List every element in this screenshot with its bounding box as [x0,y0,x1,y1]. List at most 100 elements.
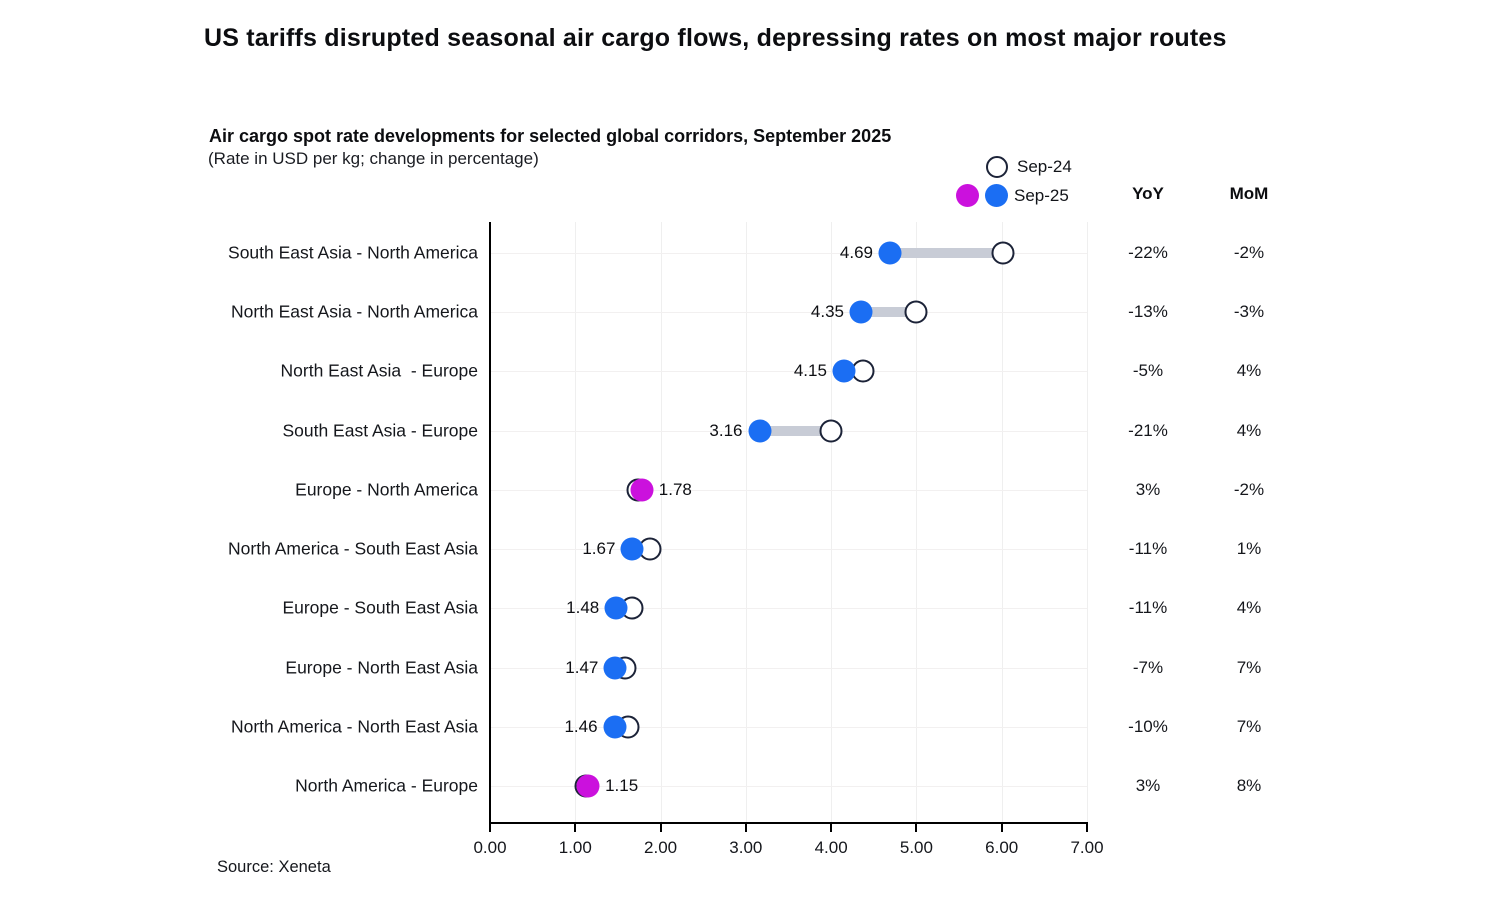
x-tick-label: 1.00 [558,838,592,857]
rate-value-label: 4.69 [839,243,873,262]
x-tick-label: 7.00 [1070,838,1104,857]
x-axis-tick [830,824,833,832]
yoy-value: -7% [1132,657,1164,677]
row-label: South East Asia - Europe [282,420,478,441]
row-gridline [490,489,1087,491]
row-label: Europe - North East Asia [285,657,478,678]
chart-subtitle: Air cargo spot rate developments for sel… [209,126,892,146]
rate-value-label: 1.15 [605,775,639,795]
dumbbell-connector [889,248,1003,258]
sep25-dot [878,241,902,265]
mom-value: 7% [1236,716,1262,736]
x-tick-label: 0.00 [473,838,507,857]
sep25-dot [576,774,600,798]
sep25-dot [620,537,644,561]
x-gridline [1001,222,1003,822]
sep24-dot [991,241,1015,265]
x-axis-tick [489,824,491,832]
yoy-value: 3% [1135,479,1161,499]
x-tick-label: 5.00 [899,838,933,857]
legend-sep25-label: Sep-25 [1014,185,1069,205]
sep25-blue-dot-icon [985,184,1008,207]
column-header-mom: MoM [1229,184,1269,203]
sep25-dot [748,419,771,443]
row-label: North America - North East Asia [230,716,478,737]
yoy-value: -13% [1128,302,1168,322]
rate-value-label: 1.47 [565,657,599,677]
sep25-magenta-dot-icon [956,184,979,207]
rate-value-label: 1.48 [566,598,600,618]
x-gridline [1087,222,1088,822]
row-label: North East Asia - Europe [280,360,478,381]
yoy-value: -11% [1128,598,1168,618]
sep25-dot [630,478,654,502]
yoy-value: -22% [1128,243,1168,262]
yoy-value: -21% [1128,420,1168,440]
source-note: Source: Xeneta [217,858,331,876]
sep25-dot [849,300,873,324]
row-gridline [490,371,1087,373]
yoy-value: 3% [1135,775,1161,795]
x-axis-tick [1086,824,1088,832]
yoy-value: -11% [1128,539,1168,559]
x-axis-tick [659,824,662,832]
mom-value: 4% [1236,420,1262,440]
x-gridline [831,222,833,822]
sep24-dot [819,419,843,443]
x-gridline [745,222,747,822]
legend-item-sep25: Sep-25 [956,184,1069,207]
rate-value-label: 4.15 [793,361,827,381]
x-tick-label: 2.00 [644,838,678,857]
x-axis-line [489,822,1088,824]
row-label: North America - Europe [295,775,478,796]
dumbbell-connector [860,307,917,318]
rate-value-label: 1.78 [658,479,692,499]
x-axis-tick [915,824,918,832]
row-gridline [490,667,1087,669]
sep25-dot [604,596,628,620]
y-axis-line [489,222,491,824]
row-label: Europe - North America [295,479,478,500]
mom-value: 8% [1236,775,1262,795]
x-gridline [660,222,662,822]
yoy-value: -10% [1128,716,1168,736]
chart-subtitle-note: (Rate in USD per kg; change in percentag… [208,149,539,168]
row-gridline [490,785,1087,787]
x-axis-tick [1000,824,1003,832]
rate-value-label: 3.16 [709,420,743,440]
x-tick-label: 4.00 [814,838,848,857]
sep25-dot [603,715,627,739]
mom-value: 1% [1236,539,1262,559]
rate-value-label: 1.67 [582,539,616,559]
row-gridline [490,312,1087,314]
legend-sep24-label: Sep-24 [1017,157,1072,176]
mom-value: 4% [1236,361,1262,381]
x-axis-tick [744,824,747,832]
x-axis-tick [574,824,577,832]
sep24-dot [904,300,928,324]
plot-area: 0.00 1.00 2.00 3.00 4.00 5.00 6.00 7.00 South Ea… [228,222,1264,857]
rate-value-label: 1.46 [564,716,598,736]
row-label: North East Asia - North America [230,301,478,322]
mom-value: -3% [1233,302,1265,322]
column-header-yoy: YoY [1132,184,1164,203]
row-gridline [490,549,1087,551]
row-gridline [490,608,1087,610]
x-tick-label: 3.00 [729,838,763,857]
sep24-ring-icon [986,156,1008,178]
yoy-value: -5% [1132,361,1164,381]
x-gridline [916,222,918,822]
row-label: Europe - South East Asia [282,597,478,618]
mom-value: 4% [1236,598,1262,618]
rate-value-label: 4.35 [810,302,844,322]
row-label: South East Asia - North America [228,242,478,263]
dumbbell-connector [759,425,832,436]
mom-value: 7% [1236,657,1262,677]
mom-value: -2% [1233,479,1265,499]
mom-value: -2% [1233,243,1265,262]
chart-title: US tariffs disrupted seasonal air cargo … [204,24,1227,52]
x-gridline [575,222,577,822]
x-tick-label: 6.00 [985,838,1019,857]
sep25-dot [832,359,856,383]
